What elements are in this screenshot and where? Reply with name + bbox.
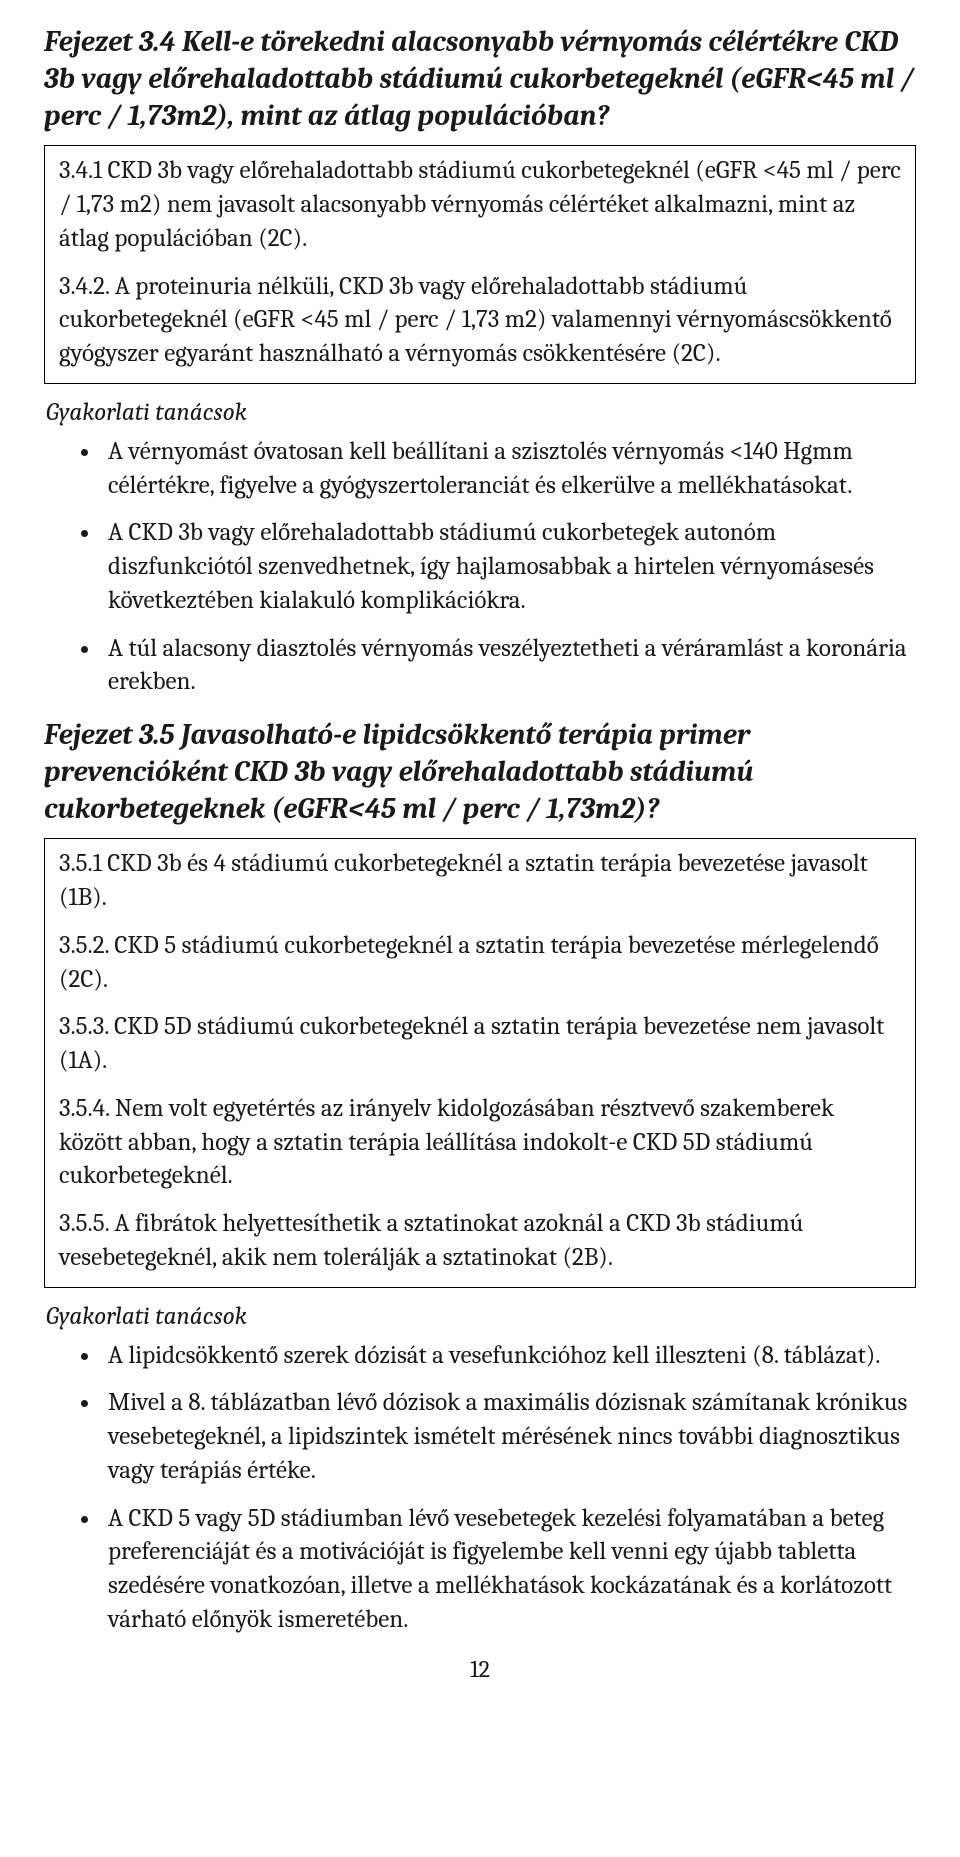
advice-label-3-5: Gyakorlati tanácsok	[46, 1302, 916, 1331]
recommendation-3-5-5: 3.5.5. A fibrátok helyettesíthetik a szt…	[59, 1207, 901, 1275]
recommendation-3-4-1: 3.4.1 CKD 3b vagy előrehaladottabb stádi…	[59, 154, 901, 255]
page-container: Fejezet 3.4 Kell-e törekedni alacsonyabb…	[0, 0, 960, 1703]
section-3-4-title: Fejezet 3.4 Kell-e törekedni alacsonyabb…	[44, 24, 916, 135]
advice-item: A túl alacsony diasztolés vérnyomás vesz…	[102, 632, 916, 700]
section-3-5-box: 3.5.1 CKD 3b és 4 stádiumú cukorbetegekn…	[44, 838, 916, 1287]
recommendation-3-5-1: 3.5.1 CKD 3b és 4 stádiumú cukorbetegekn…	[59, 847, 901, 915]
recommendation-3-5-2: 3.5.2. CKD 5 stádiumú cukorbetegeknél a …	[59, 929, 901, 997]
advice-item: A CKD 3b vagy előrehaladottabb stádiumú …	[102, 516, 916, 617]
section-3-5-title: Fejezet 3.5 Javasolható-e lipidcsökkentő…	[44, 717, 916, 828]
recommendation-3-5-3: 3.5.3. CKD 5D stádiumú cukorbetegeknél a…	[59, 1010, 901, 1078]
advice-list-3-5: A lipidcsökkentő szerek dózisát a vesefu…	[44, 1339, 916, 1637]
advice-list-3-4: A vérnyomást óvatosan kell beállítani a …	[44, 435, 916, 699]
advice-item: A lipidcsökkentő szerek dózisát a vesefu…	[102, 1339, 916, 1373]
advice-item: A CKD 5 vagy 5D stádiumban lévő vesebete…	[102, 1502, 916, 1637]
recommendation-3-4-2: 3.4.2. A proteinuria nélküli, CKD 3b vag…	[59, 270, 901, 371]
section-3-4-box: 3.4.1 CKD 3b vagy előrehaladottabb stádi…	[44, 145, 916, 384]
recommendation-3-5-4: 3.5.4. Nem volt egyetértés az irányelv k…	[59, 1092, 901, 1193]
page-number: 12	[44, 1655, 916, 1683]
advice-label-3-4: Gyakorlati tanácsok	[46, 398, 916, 427]
advice-item: Mivel a 8. táblázatban lévő dózisok a ma…	[102, 1386, 916, 1487]
advice-item: A vérnyomást óvatosan kell beállítani a …	[102, 435, 916, 503]
